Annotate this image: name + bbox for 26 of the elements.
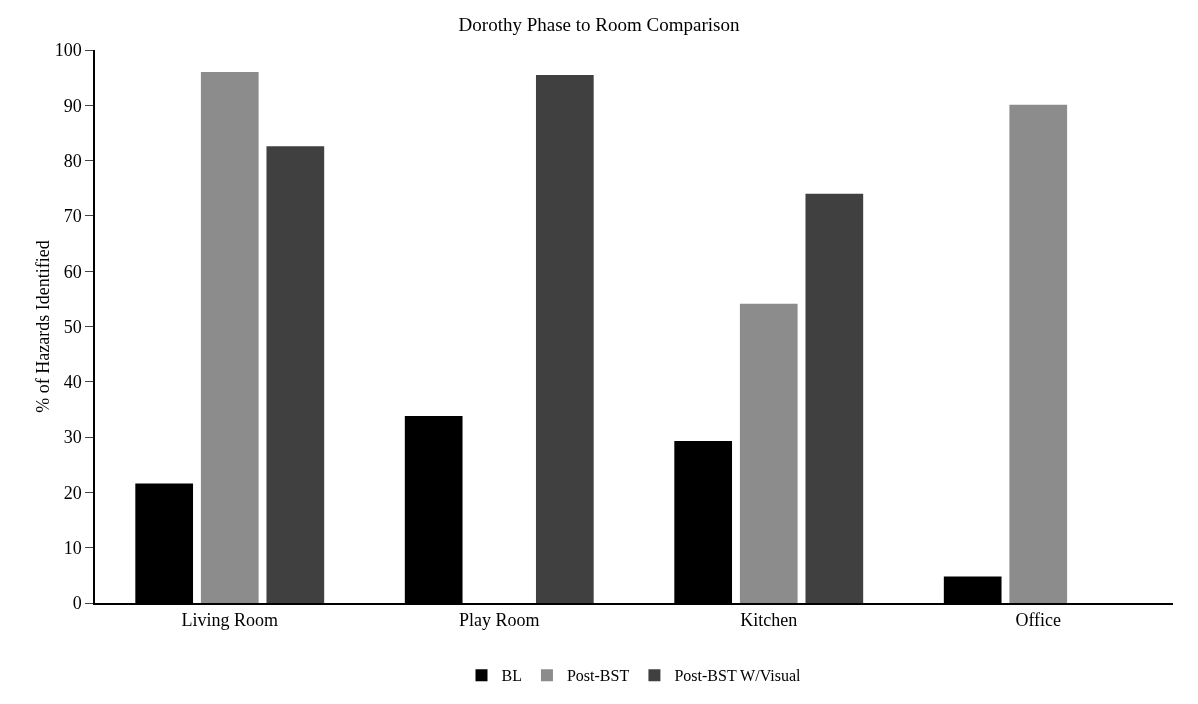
- bar: [805, 193, 864, 603]
- y-tick-label: 60: [63, 261, 82, 282]
- y-tick-label: 50: [63, 316, 82, 337]
- y-tick-label: 10: [63, 538, 82, 558]
- x-tick-label: Living Room: [181, 610, 279, 631]
- y-tick-label: 30: [63, 427, 82, 448]
- x-tick-label: Office: [1015, 610, 1062, 631]
- legend-label: BL: [501, 667, 522, 685]
- bar: [739, 303, 798, 603]
- bar: [535, 74, 594, 603]
- y-tick-label: 100: [54, 40, 82, 61]
- y-tick-label: 90: [63, 95, 82, 116]
- y-tick-label: 0: [72, 593, 82, 614]
- bar: [200, 72, 259, 603]
- legend-label: Post-BST: [566, 667, 630, 685]
- x-tick-label: Kitchen: [740, 610, 798, 631]
- y-tick-label: 20: [63, 482, 82, 503]
- legend-label: Post-BST W/Visual: [674, 667, 801, 685]
- y-tick-label: 70: [63, 206, 82, 227]
- chart-title: Dorothy Phase to Room Comparison: [458, 13, 740, 35]
- y-axis-title: % of Hazards Identified: [32, 240, 53, 413]
- bar: [266, 146, 325, 603]
- y-tick-label: 80: [63, 150, 82, 171]
- x-tick-label: Play Room: [458, 610, 540, 631]
- bar: [1009, 104, 1068, 603]
- y-tick-label: 40: [63, 372, 82, 393]
